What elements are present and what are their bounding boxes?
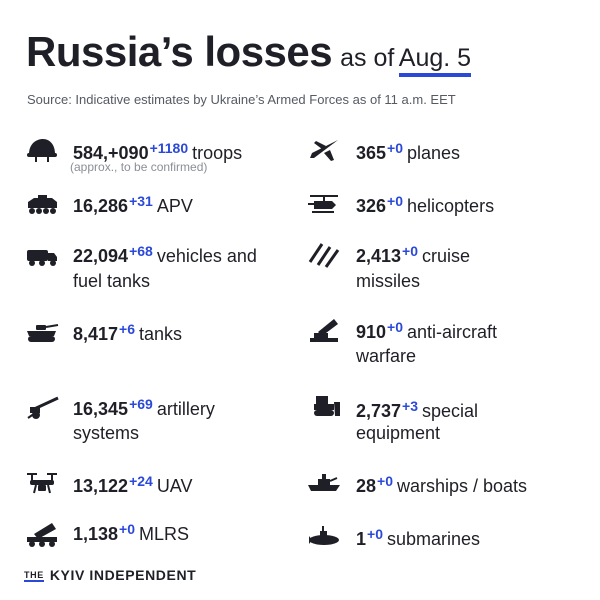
tanks-value: 8,417 [73, 324, 119, 344]
tank-icon [24, 318, 60, 346]
mlrs-icon [24, 520, 60, 548]
title-date: Aug. 5 [398, 44, 472, 77]
submarine-icon [306, 522, 342, 550]
cruise-missiles-label-line2: missiles [356, 271, 421, 291]
troops-label: troops [192, 143, 243, 163]
anti-aircraft-delta: +0 [387, 319, 404, 335]
planes-value: 365 [356, 143, 387, 163]
helicopters-label: helicopters [407, 196, 495, 216]
source-line: Source: Indicative estimates by Ukraine’… [27, 92, 456, 107]
brand-name: KYIV INDEPENDENT [49, 567, 197, 583]
helicopters-value: 326 [356, 196, 387, 216]
cruise-missiles-value: 2,413 [356, 246, 402, 266]
mlrs-delta: +0 [119, 521, 136, 537]
warships-value: 28 [356, 476, 377, 496]
special-equipment-label-line2: equipment [356, 423, 441, 443]
uav-label: UAV [156, 476, 193, 496]
submarines-label: submarines [386, 529, 481, 549]
title-as-of: as of [340, 44, 395, 72]
planes-delta: +0 [387, 140, 404, 156]
cruise-missiles-label: cruise [422, 246, 471, 266]
apv-icon [24, 190, 60, 218]
artillery-delta: +69 [129, 396, 153, 412]
apv-label: APV [156, 196, 193, 216]
brand-logo: THE KYIV INDEPENDENT [24, 567, 196, 583]
plane-icon [306, 136, 342, 164]
troops-note: (approx., to be confirmed) [70, 160, 208, 174]
submarines-delta: +0 [367, 526, 383, 542]
title-main: Russia’s losses [26, 28, 333, 75]
helmet-icon [24, 136, 60, 164]
missile-icon [306, 240, 342, 268]
uav-value: 13,122 [73, 476, 129, 496]
warship-icon [306, 468, 342, 496]
artillery-value: 16,345 [73, 399, 129, 419]
brand-the: THE [24, 570, 44, 582]
vehicles-label-line2: fuel tanks [73, 271, 151, 291]
helicopter-icon [306, 190, 342, 218]
anti-aircraft-label-line2: warfare [356, 346, 417, 366]
special-equipment-delta: +3 [402, 398, 419, 414]
troops-value: 584,+090 [73, 143, 149, 163]
truck-icon [24, 241, 60, 269]
submarines-value: 1 [356, 529, 367, 549]
mlrs-label: MLRS [139, 524, 190, 544]
artillery-icon [24, 394, 60, 422]
cruise-missiles-delta: +0 [402, 243, 419, 259]
anti-aircraft-label: anti-aircraft [407, 322, 498, 342]
bulldozer-icon [306, 392, 342, 420]
apv-delta: +31 [129, 193, 153, 209]
anti-aircraft-value: 910 [356, 322, 387, 342]
warships-delta: +0 [377, 473, 393, 489]
warships-label: warships / boats [397, 476, 528, 496]
apv-value: 16,286 [73, 196, 129, 216]
vehicles-value: 22,094 [73, 246, 129, 266]
page-title: Russia’s losses as of Aug. 5 [26, 28, 472, 77]
uav-delta: +24 [129, 473, 153, 489]
artillery-label: artillery [156, 399, 215, 419]
artillery-label-line2: systems [73, 423, 140, 443]
planes-label: planes [407, 143, 461, 163]
drone-icon [24, 469, 60, 497]
special-equipment-label: special [422, 401, 479, 421]
helicopters-delta: +0 [387, 193, 404, 209]
anti-aircraft-icon [306, 316, 342, 344]
tanks-label: tanks [139, 324, 183, 344]
troops-delta: +1180 [149, 140, 189, 156]
vehicles-label: vehicles and [156, 246, 257, 266]
vehicles-delta: +68 [129, 243, 153, 259]
tanks-delta: +6 [119, 321, 136, 337]
special-equipment-value: 2,737 [356, 401, 402, 421]
mlrs-value: 1,138 [73, 524, 119, 544]
